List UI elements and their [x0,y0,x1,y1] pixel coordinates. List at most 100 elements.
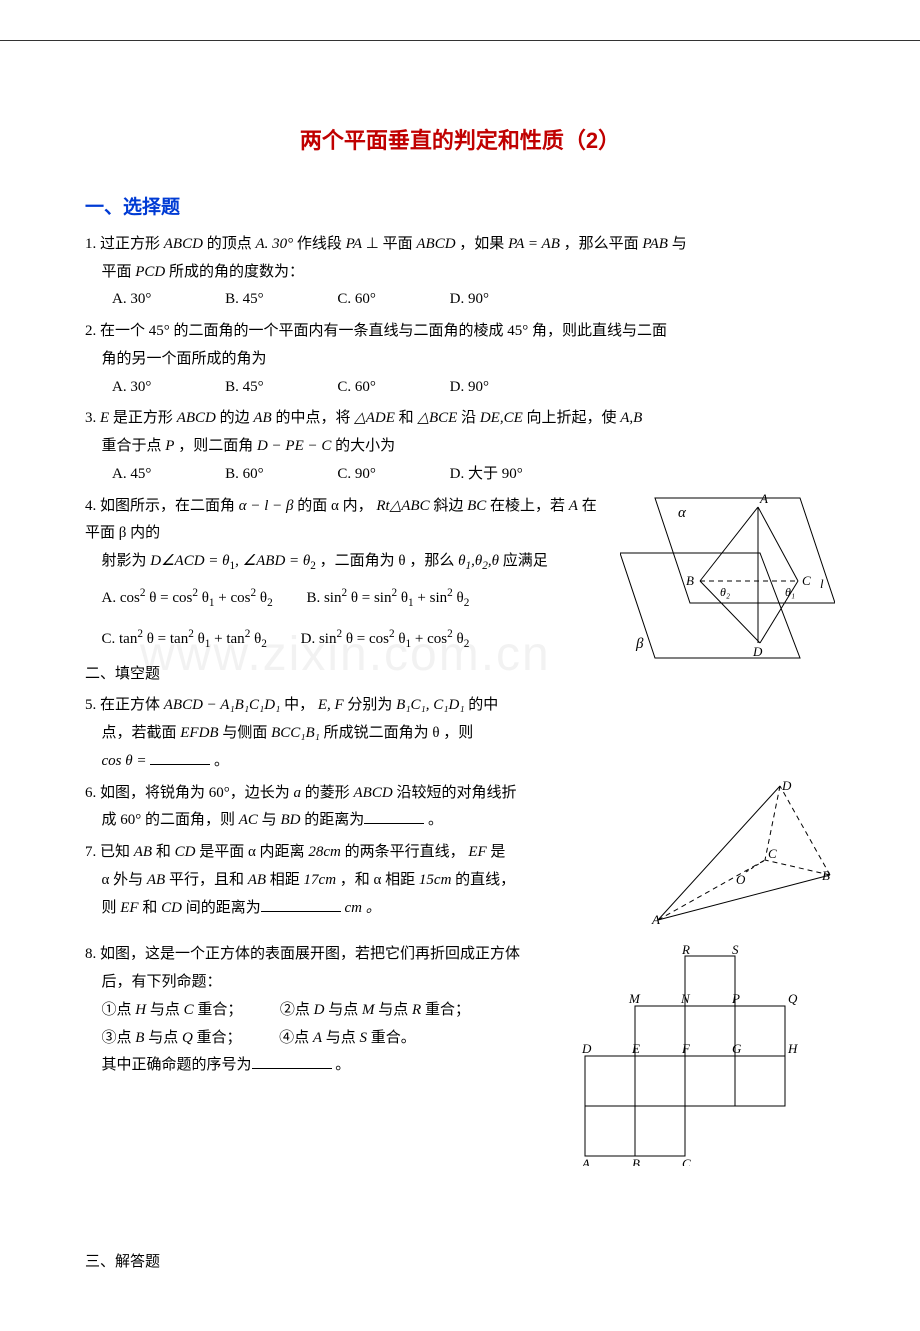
q1-perp: ⊥ 平面 [362,236,416,252]
q4-l2b: D∠ACD = θ [150,553,229,569]
q5-l3b: 。 [210,753,229,769]
q4-t3: 斜边 [430,498,468,514]
q2-l1: 2. 在一个 45° 的二面角的一个平面内有一条直线与二面角的棱成 45° 角，… [85,318,835,346]
q1-A: A. 30° [255,236,293,252]
q4-optD: D. sin2 θ = cos2 θ1 + cos2 θ2 [301,624,470,655]
q1-t3: 作线段 [293,236,346,252]
q1-t6: 与 [668,236,687,252]
q1-l2b: 所成的角的度数为： [165,264,304,280]
q3-t2: 是正方形 [109,410,177,426]
svg-text:N: N [680,991,691,1006]
q2-l2: 角的另一个面所成的角为 [85,346,835,374]
svg-text:β: β [635,636,644,652]
svg-text:B: B [686,573,694,588]
q8-p1: ①点 H 与点 C 重合； [102,1002,243,1018]
q3-AcB: A,B [620,410,642,426]
q7-unit: cm 。 [341,900,381,916]
q7-t2: 和 [152,844,175,860]
q7-d15: 15cm [419,872,452,888]
svg-text:D: D [781,780,792,793]
svg-text:A: A [581,1156,590,1166]
figure-q8: RSMNPQDEFGHABC [570,941,835,1177]
question-5: 5. 在正方体 ABCD − A₁B₁C₁D₁ 中， E, F 分别为 B₁C₁… [85,692,835,775]
q5-l2a: 点，若截面 [102,725,181,741]
q5-EFDB: EFDB [180,725,218,741]
q7-l3c: 间的距离为 [182,900,261,916]
q7-AB3: AB [248,872,266,888]
q4-t4: 在棱上，若 [486,498,569,514]
svg-text:E: E [631,1041,640,1056]
q7-l2e: 的直线， [451,872,515,888]
q5-t3: 分别为 [344,697,397,713]
svg-text:A: A [651,912,660,925]
q6-BD: BD [280,812,300,828]
q3-E: E [100,410,109,426]
q4-rt: Rt△ABC [376,498,429,514]
q1-t5: ，那么平面 [560,236,643,252]
q7-l3b: 和 [139,900,162,916]
q3-t4: 的中点，将 [272,410,355,426]
svg-text:B: B [822,868,830,883]
q6-l2a: 成 60° 的二面角，则 [102,812,239,828]
figure-q4: ABCDlαβθ₁θ₂ [620,493,835,674]
q2-optB: B. 45° [225,374,264,402]
q3-tBCE: △BCE [417,410,457,426]
question-1: 1. 过正方形 ABCD 的顶点 A. 30° 作线段 PA ⊥ 平面 ABCD… [85,231,835,314]
q7-EF: EF [468,844,486,860]
q6-t1: 6. 如图，将锐角为 60°，边长为 [85,785,294,801]
svg-text:l: l [820,576,824,591]
q5-bc: B₁C₁, C₁D₁ [396,697,464,713]
svg-text:F: F [681,1041,691,1056]
q4-l2d: ，二面角为 θ ，那么 [316,553,458,569]
q4-BC: BC [467,498,486,514]
q3-optC: C. 90° [337,461,376,489]
q5-l3: cos θ = [102,753,151,769]
q3-l2c: 的大小为 [331,438,395,454]
q1-t4: ，如果 [456,236,509,252]
q6-a: a [294,785,302,801]
q8-p2: ②点 D 与点 M 与点 R 重合； [280,1002,470,1018]
q8-p3: ③点 B 与点 Q 重合； [102,1030,242,1046]
q4-optB: B. sin2 θ = sin2 θ1 + sin2 θ2 [306,583,469,614]
q1-optD: D. 90° [450,286,489,314]
svg-text:α: α [678,505,687,521]
q7-CD: CD [175,844,196,860]
q1-l2a: 平面 [102,264,136,280]
q6-ABCD: ABCD [354,785,393,801]
q6-blank [364,823,424,824]
q2-optA: A. 30° [112,374,151,402]
q4-A: A [569,498,578,514]
q1-optC: C. 60° [337,286,376,314]
q3-optD: D. 大于 90° [450,461,523,489]
question-2: 2. 在一个 45° 的二面角的一个平面内有一条直线与二面角的棱成 45° 角，… [85,318,835,401]
q6-l2b: 与 [258,812,281,828]
q5-l2c: 所成锐二面角为 θ ，则 [320,725,473,741]
q1-eq: PA = AB [508,236,560,252]
svg-text:A: A [759,493,768,506]
svg-text:H: H [787,1041,798,1056]
q3-optB: B. 60° [225,461,264,489]
q1-t1: 1. 过正方形 [85,236,164,252]
svg-text:M: M [628,991,641,1006]
q1-PCD: PCD [135,264,165,280]
svg-text:O: O [736,872,746,887]
q7-l2b: 平行，且和 [165,872,248,888]
svg-text:D: D [752,644,763,659]
q8-tail: 其中正确命题的序号为 [102,1057,252,1073]
q2-optC: C. 60° [337,374,376,402]
svg-text:S: S [732,942,739,957]
q7-t4: 的两条平行直线， [341,844,469,860]
svg-text:C: C [802,573,811,588]
q8-blank [252,1068,332,1069]
q6-t3: 沿较短的对角线折 [393,785,517,801]
question-3: 3. E 是正方形 ABCD 的边 AB 的中点，将 △ADE 和 △BCE 沿… [85,405,835,488]
q5-BCC: BCC₁B₁ [271,725,320,741]
q3-l2a: 重合于点 [102,438,166,454]
q8-p4: ④点 A 与点 S 重合。 [279,1030,416,1046]
q4-l2c: , ∠ABD = θ [235,553,310,569]
q5-t2: 中， [280,697,318,713]
svg-text:θ₂: θ₂ [720,585,730,599]
q7-l3a: 则 [102,900,121,916]
doc-title: 两个平面垂直的判定和性质（2） [85,121,835,162]
q1-abcd: ABCD [164,236,203,252]
